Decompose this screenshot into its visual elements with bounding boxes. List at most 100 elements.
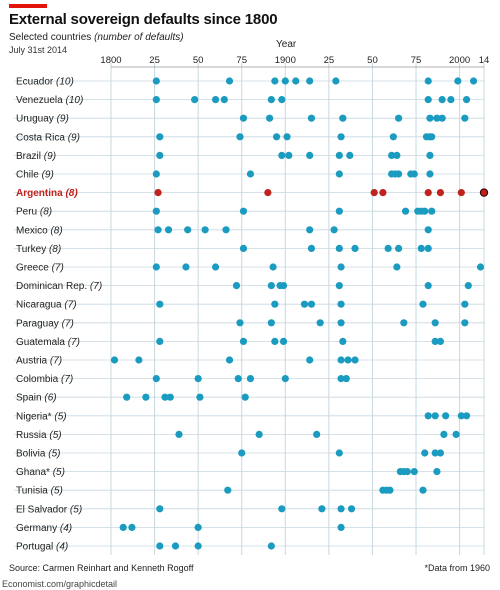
default-dot xyxy=(394,170,403,178)
default-dot xyxy=(234,375,242,383)
country-name: Nigeria* xyxy=(16,411,54,422)
default-dot xyxy=(457,189,465,197)
country-name: Peru xyxy=(16,207,40,218)
default-count: (9) xyxy=(42,170,54,181)
x-tick-label: 1800 xyxy=(100,55,121,66)
default-dot xyxy=(335,449,343,457)
default-dot xyxy=(436,189,445,197)
x-tick-label: 50 xyxy=(367,55,378,66)
default-dot xyxy=(182,263,190,271)
default-dot xyxy=(461,319,469,327)
country-name: Uruguay xyxy=(16,114,57,125)
country-name: Chile xyxy=(16,170,42,181)
country-name: Brazil xyxy=(16,151,44,162)
default-dot xyxy=(307,114,316,122)
default-dot xyxy=(431,337,439,345)
default-dot xyxy=(269,263,277,271)
row-label: Nigeria* (5) xyxy=(16,411,67,422)
row-label: Chile (9) xyxy=(16,170,54,181)
default-count: (9) xyxy=(68,132,80,143)
default-count: (5) xyxy=(53,467,65,478)
default-dot xyxy=(156,151,164,159)
default-dot xyxy=(337,300,345,308)
country-name: Turkey xyxy=(16,244,49,255)
default-dot xyxy=(393,263,401,271)
default-dot xyxy=(267,319,275,327)
row-label: Ghana* (5) xyxy=(16,467,65,478)
default-dot xyxy=(267,282,275,290)
default-dot xyxy=(426,151,434,159)
default-dot xyxy=(388,151,396,159)
default-dot xyxy=(166,393,174,401)
default-dot xyxy=(318,505,326,513)
default-dot xyxy=(266,114,274,122)
default-count: (5) xyxy=(48,449,60,460)
x-tick-label: 50 xyxy=(193,55,204,66)
default-dot xyxy=(154,189,162,197)
default-dot xyxy=(271,300,279,308)
row-label: Spain (6) xyxy=(16,393,57,404)
default-dot xyxy=(438,114,446,122)
country-name: Colombia xyxy=(16,374,61,385)
default-count: (10) xyxy=(56,77,74,88)
default-dot xyxy=(292,77,300,85)
default-dot xyxy=(332,77,340,85)
default-dot xyxy=(239,114,248,122)
default-dot xyxy=(306,226,314,234)
default-dot xyxy=(225,356,234,364)
default-dot xyxy=(239,337,248,345)
default-dot xyxy=(184,226,192,234)
default-dot xyxy=(447,96,455,104)
default-dot xyxy=(239,207,248,215)
row-label: Turkey (8) xyxy=(16,244,61,255)
default-count: (7) xyxy=(52,263,64,274)
default-dot xyxy=(351,356,359,364)
row-label: Portugal (4) xyxy=(16,542,68,553)
chart-title: External sovereign defaults since 1800 xyxy=(9,11,278,28)
default-dot xyxy=(278,96,286,104)
x-axis-title: Year xyxy=(276,39,297,50)
default-dot xyxy=(306,77,314,85)
default-dot xyxy=(225,77,234,85)
default-dot xyxy=(431,412,439,420)
default-dot xyxy=(196,393,204,401)
default-dot xyxy=(454,77,462,85)
default-count: (8) xyxy=(65,188,78,199)
default-dot xyxy=(394,114,403,122)
default-count: (10) xyxy=(66,95,84,106)
default-dot xyxy=(152,170,160,178)
default-count: (5) xyxy=(49,430,61,441)
default-dot xyxy=(307,300,316,308)
default-dot xyxy=(464,282,472,290)
default-dot xyxy=(119,523,127,532)
default-dot xyxy=(300,300,309,308)
default-count: (7) xyxy=(64,300,76,311)
country-name: Paraguay xyxy=(16,318,62,329)
default-dot xyxy=(255,430,263,438)
default-dot xyxy=(267,542,275,550)
default-count: (4) xyxy=(60,523,72,534)
default-dot xyxy=(281,375,289,383)
default-count: (7) xyxy=(90,281,102,292)
x-tick-label: 2000 xyxy=(449,55,470,66)
default-dot xyxy=(278,505,286,513)
default-dot xyxy=(246,170,255,178)
default-count: (7) xyxy=(50,356,62,367)
default-count: (5) xyxy=(54,411,66,422)
country-name: Austria xyxy=(16,356,50,367)
default-dot xyxy=(281,77,289,85)
default-dot xyxy=(337,133,345,141)
default-dot xyxy=(442,412,450,420)
default-count: (5) xyxy=(70,504,82,515)
default-dot xyxy=(419,300,427,308)
default-dot xyxy=(452,430,460,438)
country-name: Venezuela xyxy=(16,95,66,106)
default-dot xyxy=(152,77,160,85)
row-label: Austria (7) xyxy=(16,356,62,367)
row-label: Peru (8) xyxy=(16,207,52,218)
country-name: Russia xyxy=(16,430,49,441)
default-dot xyxy=(424,282,432,290)
default-dot xyxy=(211,96,220,104)
default-dot xyxy=(428,207,436,215)
